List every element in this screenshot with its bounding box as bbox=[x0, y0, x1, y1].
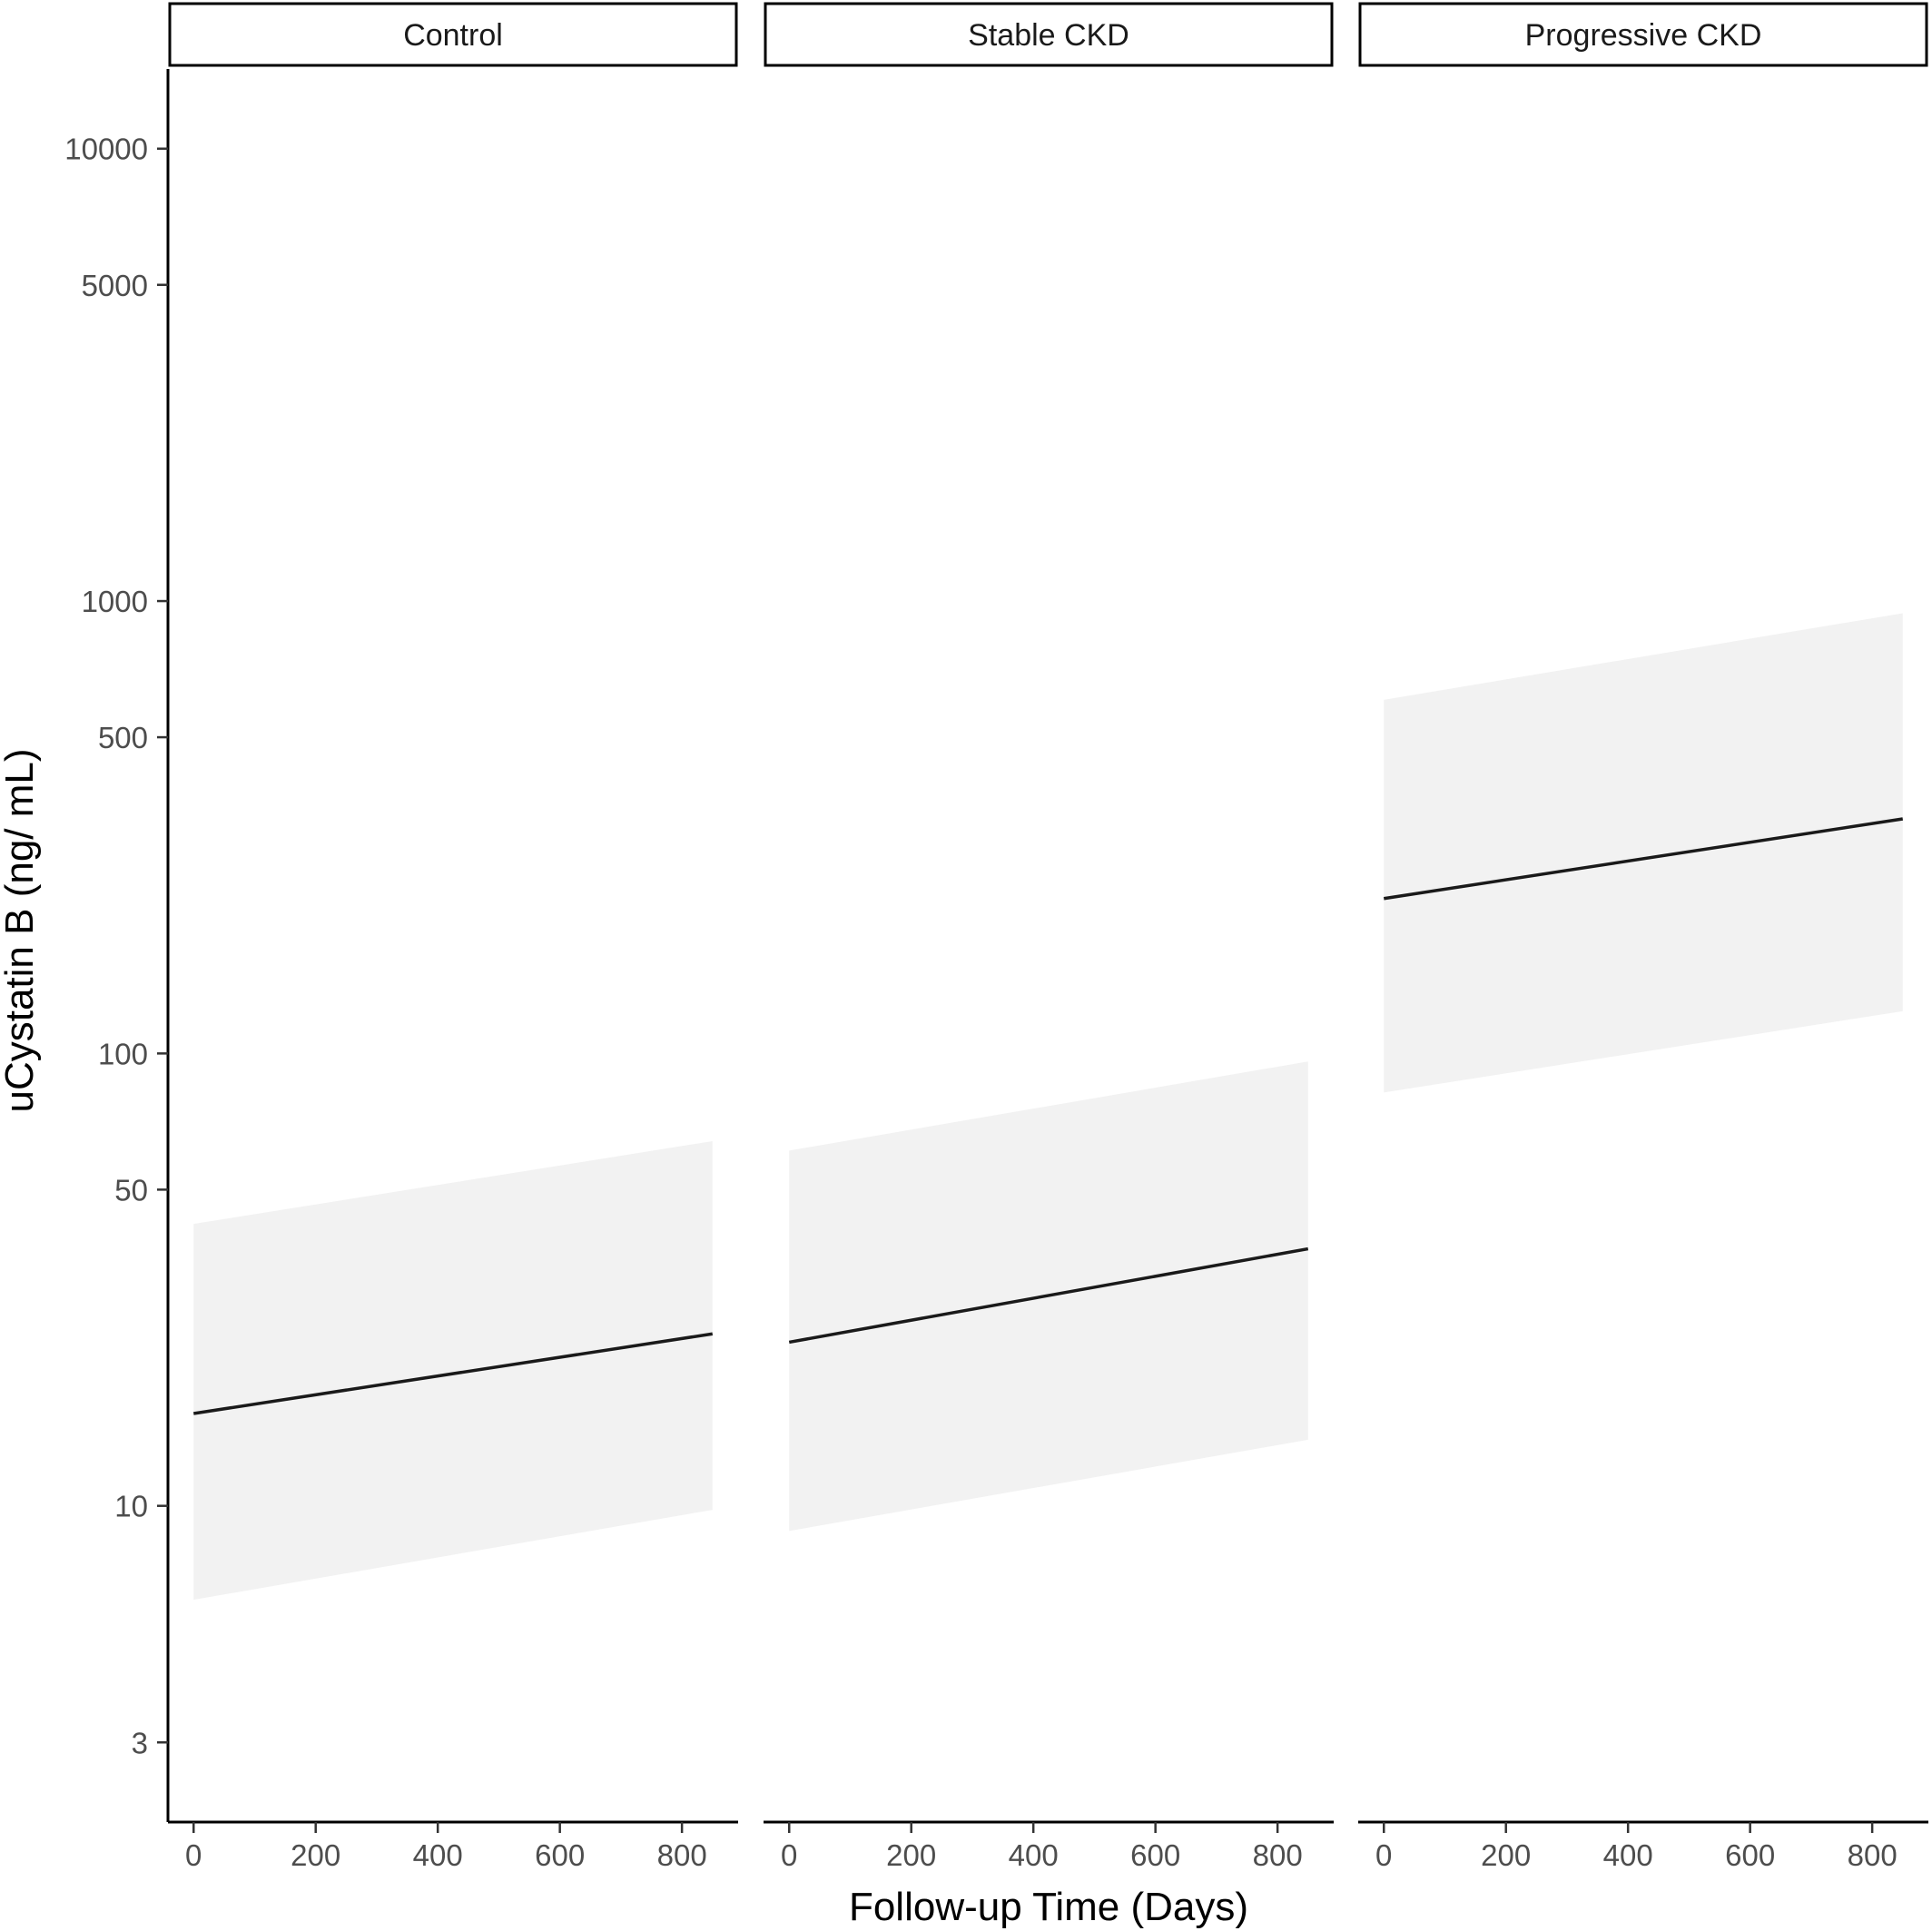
x-axis-title: Follow-up Time (Days) bbox=[849, 1885, 1248, 1929]
x-tick-label: 800 bbox=[1253, 1838, 1303, 1872]
facet-panels: Control 0 200 400 600 800 Stable CKD 0 200 400 600… bbox=[168, 2, 1928, 1872]
facet-panel-1: Control 0 200 400 600 800 bbox=[168, 2, 738, 1872]
y-axis-title: uCystatin B (ng/ mL) bbox=[0, 748, 42, 1112]
x-tick-label: 400 bbox=[1603, 1838, 1653, 1872]
y-tick-label: 10 bbox=[114, 1490, 148, 1523]
y-tick-label: 10000 bbox=[64, 133, 148, 166]
y-tick-label: 50 bbox=[114, 1173, 148, 1207]
y-tick-label: 100 bbox=[98, 1037, 148, 1070]
confidence-ribbon bbox=[1384, 613, 1903, 1093]
x-tick-label: 600 bbox=[1130, 1838, 1180, 1872]
confidence-ribbon bbox=[193, 1140, 713, 1601]
facet-strip-label: Stable CKD bbox=[968, 18, 1129, 53]
trend-line bbox=[192, 1332, 714, 1415]
x-tick-label: 600 bbox=[1725, 1838, 1775, 1872]
trend-line bbox=[788, 1246, 1309, 1345]
y-tick-label: 500 bbox=[98, 721, 148, 754]
x-tick-label: 200 bbox=[886, 1838, 936, 1872]
facet-strip-label: Progressive CKD bbox=[1525, 18, 1762, 53]
facet-strip-label: Control bbox=[403, 18, 503, 53]
x-tick-label: 200 bbox=[1481, 1838, 1531, 1872]
x-tick-label: 0 bbox=[1375, 1838, 1392, 1872]
facet-panel-2: Stable CKD 0 200 400 600 800 bbox=[764, 2, 1334, 1872]
trend-line bbox=[1383, 817, 1904, 901]
x-tick-label: 0 bbox=[185, 1838, 202, 1872]
y-tick-label: 1000 bbox=[82, 585, 148, 618]
facet-panel-3: Progressive CKD 0 200 400 600 800 bbox=[1358, 2, 1928, 1872]
x-tick-label: 800 bbox=[657, 1838, 707, 1872]
facet-strip bbox=[764, 2, 1334, 67]
x-tick-label: 200 bbox=[291, 1838, 340, 1872]
x-tick-label: 800 bbox=[1848, 1838, 1898, 1872]
x-tick-label: 0 bbox=[781, 1838, 797, 1872]
y-tick-label: 3 bbox=[132, 1726, 148, 1759]
y-axis: 3 10 50 100 500 1000 5000 10000 bbox=[64, 69, 170, 1822]
y-tick-label: 5000 bbox=[82, 269, 148, 302]
facet-strip bbox=[1358, 2, 1928, 67]
x-tick-label: 600 bbox=[535, 1838, 585, 1872]
facet-strip bbox=[168, 2, 738, 67]
x-tick-label: 400 bbox=[413, 1838, 463, 1872]
x-tick-label: 400 bbox=[1009, 1838, 1059, 1872]
